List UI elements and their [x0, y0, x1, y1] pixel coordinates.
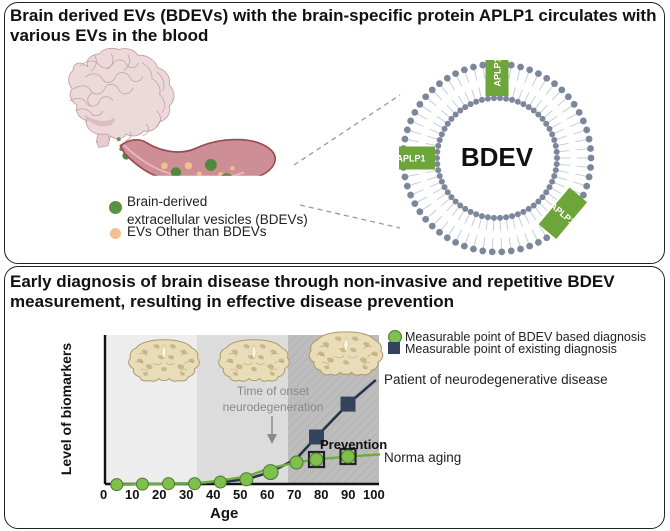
- svg-text:APLP1: APLP1: [399, 154, 426, 164]
- svg-text:BDEV: BDEV: [461, 142, 534, 172]
- svg-text:APLP1: APLP1: [493, 60, 503, 87]
